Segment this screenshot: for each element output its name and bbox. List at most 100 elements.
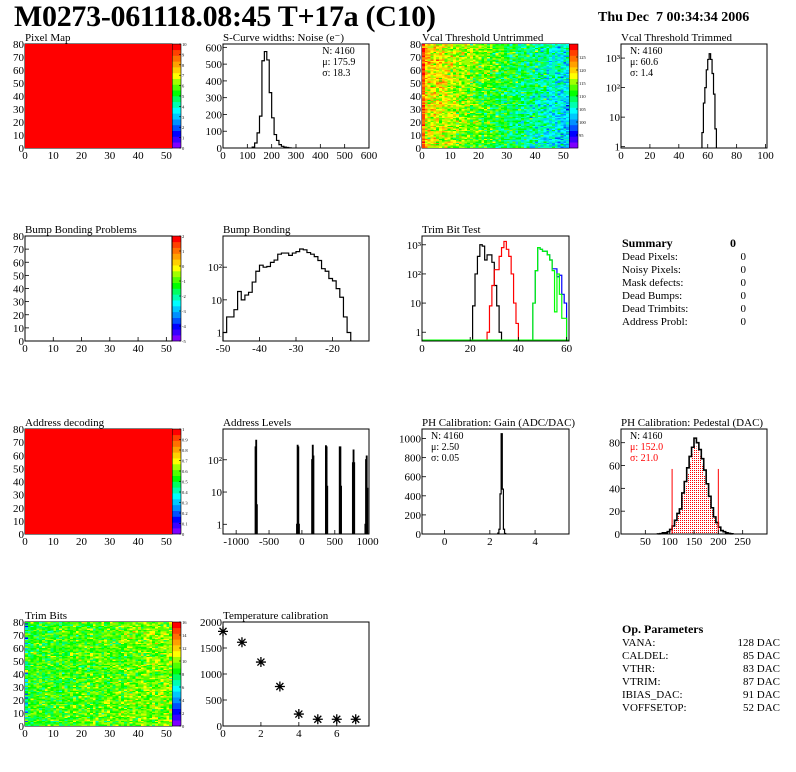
stats-line: μ: 175.9	[322, 57, 355, 68]
colorbar-tick-label: -5	[182, 339, 186, 344]
colorbar-band	[172, 434, 181, 441]
colorbar-tick-label: 0.9	[182, 438, 188, 443]
colorbar-band	[172, 458, 181, 465]
y-tick-label: 60	[13, 257, 25, 269]
summary-value: 0	[740, 251, 747, 263]
y-tick-label: 500	[206, 695, 223, 707]
colorbar-band	[172, 668, 181, 675]
y-tick-label: 60	[13, 643, 25, 655]
heatmap-cells	[25, 429, 172, 534]
y-tick-label: 10	[13, 516, 25, 528]
data-point-marker	[236, 637, 247, 648]
colorbar-band	[172, 241, 181, 248]
op-parameter-row: IBIAS_DAC: 91 DAC	[622, 689, 780, 702]
y-tick-label: 1	[615, 142, 621, 154]
summary-row: Dead Pixels: 0	[622, 251, 746, 264]
y-tick-label: 20	[13, 695, 25, 707]
colorbar-band	[172, 656, 181, 663]
colorbar-band	[172, 452, 181, 459]
stats-line: σ: 21.0	[630, 453, 658, 464]
x-tick-label: 0	[618, 150, 624, 162]
stats-line: σ: 18.3	[322, 68, 350, 79]
y-tick-label: 70	[13, 437, 25, 449]
op-parameters-title: Op. Parameters	[622, 622, 704, 636]
colorbar-band	[172, 499, 181, 506]
x-tick-label: 20	[644, 150, 656, 162]
x-tick-label: 50	[640, 536, 652, 548]
colorbar-band	[172, 67, 181, 74]
y-tick-label: 50	[410, 78, 422, 90]
colorbar-tick-label: 2	[182, 711, 184, 716]
colorbar-tick-label: 14	[182, 633, 187, 638]
y-tick-label: 80	[13, 424, 25, 436]
colorbar-band	[172, 78, 181, 85]
x-tick-label: 10	[48, 343, 60, 355]
summary-panel: Summary 0 Dead Pixels: 0 Noisy Pixels: 0 Mask…	[622, 236, 746, 329]
summary-value: 0	[740, 316, 747, 328]
x-tick-label: 200	[263, 150, 280, 162]
colorbar-tick-label: 0	[182, 724, 185, 729]
x-tick-label: 0	[22, 150, 28, 162]
colorbar-band	[569, 119, 578, 126]
y-tick-label: 1500	[200, 643, 223, 655]
histogram-series	[656, 437, 734, 535]
colorbar-band	[172, 306, 181, 313]
colorbar-band	[569, 49, 578, 56]
x-tick-label: 0	[220, 728, 226, 740]
x-tick-label: 40	[133, 536, 145, 548]
y-tick-label: 10²	[407, 269, 422, 281]
x-tick-label: 0	[419, 343, 425, 355]
histogram-series	[251, 50, 292, 149]
timestamp: Thu Dec 7 00:34:34 2006	[598, 10, 750, 25]
x-tick-label: 50	[161, 150, 173, 162]
colorbar-tick-label: -4	[182, 324, 186, 329]
colorbar-band	[569, 124, 578, 131]
colorbar-band	[172, 662, 181, 669]
colorbar-band	[569, 72, 578, 79]
y-tick-label: 20	[609, 506, 621, 518]
x-tick-label: -20	[325, 343, 340, 355]
colorbar-band	[172, 84, 181, 91]
y-tick-label: 0	[416, 529, 422, 541]
panel-bump-bonding: Bump Bonding -50 -40 -30 -20 1 10 10²	[208, 224, 370, 355]
op-parameter-value: 83 DAC	[743, 663, 780, 675]
summary-value: 0	[740, 277, 747, 289]
colorbar-tick-label: 0.4	[182, 490, 188, 495]
op-parameter-row: CALDEL: 85 DAC	[622, 650, 780, 663]
x-tick-label: 300	[288, 150, 305, 162]
stats-line: N: 4160	[431, 431, 464, 442]
x-tick-label: 20	[473, 150, 485, 162]
y-tick-label: 400	[405, 491, 422, 503]
x-tick-label: 30	[104, 728, 116, 740]
colorbar-band	[172, 119, 181, 126]
colorbar-tick-label: 16	[182, 620, 187, 625]
x-tick-label: 10	[48, 728, 60, 740]
panel-title: Temperature calibration	[223, 610, 329, 622]
colorbar-tick-label: -1	[182, 279, 186, 284]
op-parameter-label: VTRIM:	[622, 676, 661, 688]
stats-line: N: 4160	[630, 431, 663, 442]
y-tick-label: 60	[13, 450, 25, 462]
x-tick-label: 500	[336, 150, 353, 162]
colorbar-band	[569, 107, 578, 114]
x-tick-label: 40	[133, 728, 145, 740]
y-tick-label: 0	[217, 721, 223, 733]
y-tick-label: 0	[217, 143, 223, 155]
colorbar-band	[172, 440, 181, 447]
fit-range-fill	[672, 445, 719, 534]
y-tick-label: 20	[13, 117, 25, 129]
colorbar-band	[569, 113, 578, 120]
histogram-series	[497, 433, 507, 535]
x-tick-label: 40	[673, 150, 685, 162]
histogram-series-3	[532, 247, 568, 341]
panel-title: Trim Bit Test	[422, 224, 481, 236]
x-tick-label: 6	[334, 728, 340, 740]
y-tick-label: 30	[410, 104, 422, 116]
colorbar-band	[172, 49, 181, 56]
data-point-marker	[255, 657, 266, 668]
data-point-marker	[350, 714, 361, 725]
colorbar-tick-label: 115	[579, 81, 586, 86]
histogram-series-1	[486, 240, 519, 341]
colorbar-tick-label: 0	[182, 146, 185, 151]
